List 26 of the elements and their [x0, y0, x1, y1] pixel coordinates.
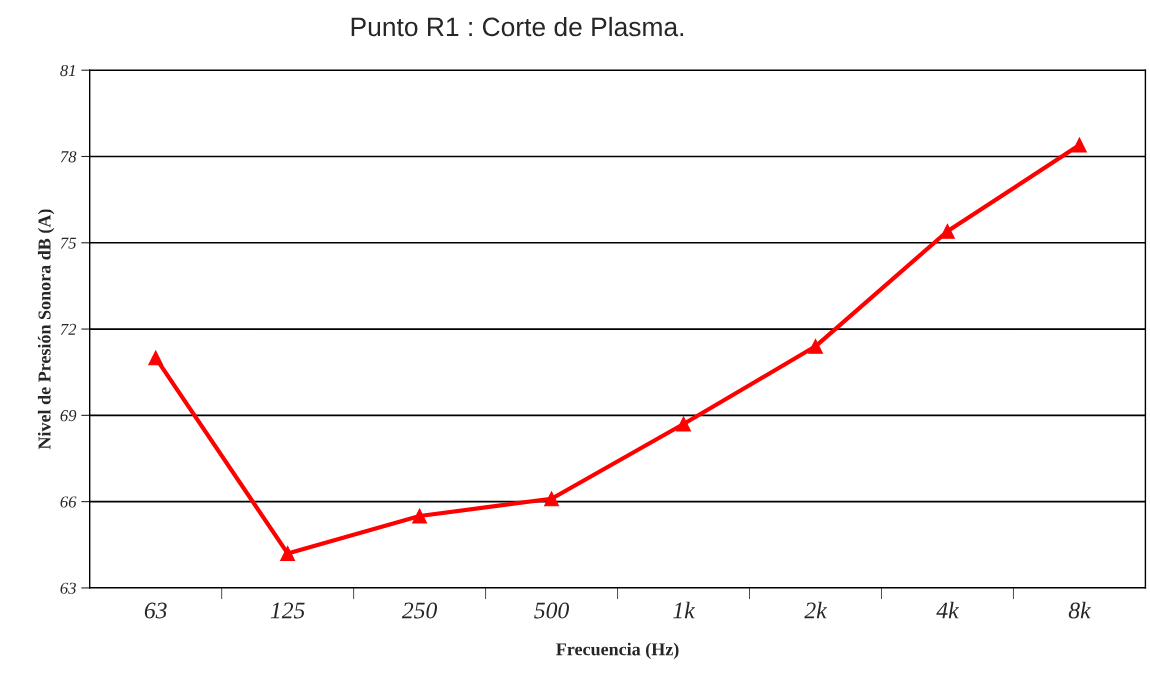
- x-tick-label: 4k: [936, 601, 959, 619]
- x-tick-label: 250: [401, 602, 438, 619]
- point: [544, 491, 560, 507]
- y-tick-label: 72: [60, 323, 77, 335]
- point: [676, 416, 691, 432]
- y-tick-label: 63: [60, 582, 76, 594]
- point: [148, 350, 164, 366]
- x-tick-label: 500: [534, 602, 569, 619]
- y-tick-label: 78: [60, 151, 77, 163]
- y-tick-label: 69: [60, 410, 77, 422]
- x-tick-label: 63: [144, 602, 167, 619]
- chart-title: Punto R1 : Corte de Plasma.: [351, 16, 684, 37]
- point: [939, 223, 955, 239]
- point: [1071, 137, 1087, 153]
- x-tick-label: 125: [270, 602, 305, 619]
- x-axis-title: Frecuencia (Hz): [556, 642, 679, 660]
- y-tick-label: 81: [60, 64, 75, 77]
- point: [280, 545, 296, 561]
- x-tick-label: 1k: [673, 601, 696, 619]
- y-axis-title: Nivel de Presión Sonora dB (A): [37, 209, 55, 450]
- point: [412, 508, 428, 524]
- x-tick-label: 2k: [804, 601, 827, 619]
- point: [808, 338, 823, 354]
- y-tick-label: 75: [60, 237, 77, 249]
- x-tick-label: 8k: [1068, 601, 1091, 619]
- y-tick-label: 66: [60, 496, 77, 508]
